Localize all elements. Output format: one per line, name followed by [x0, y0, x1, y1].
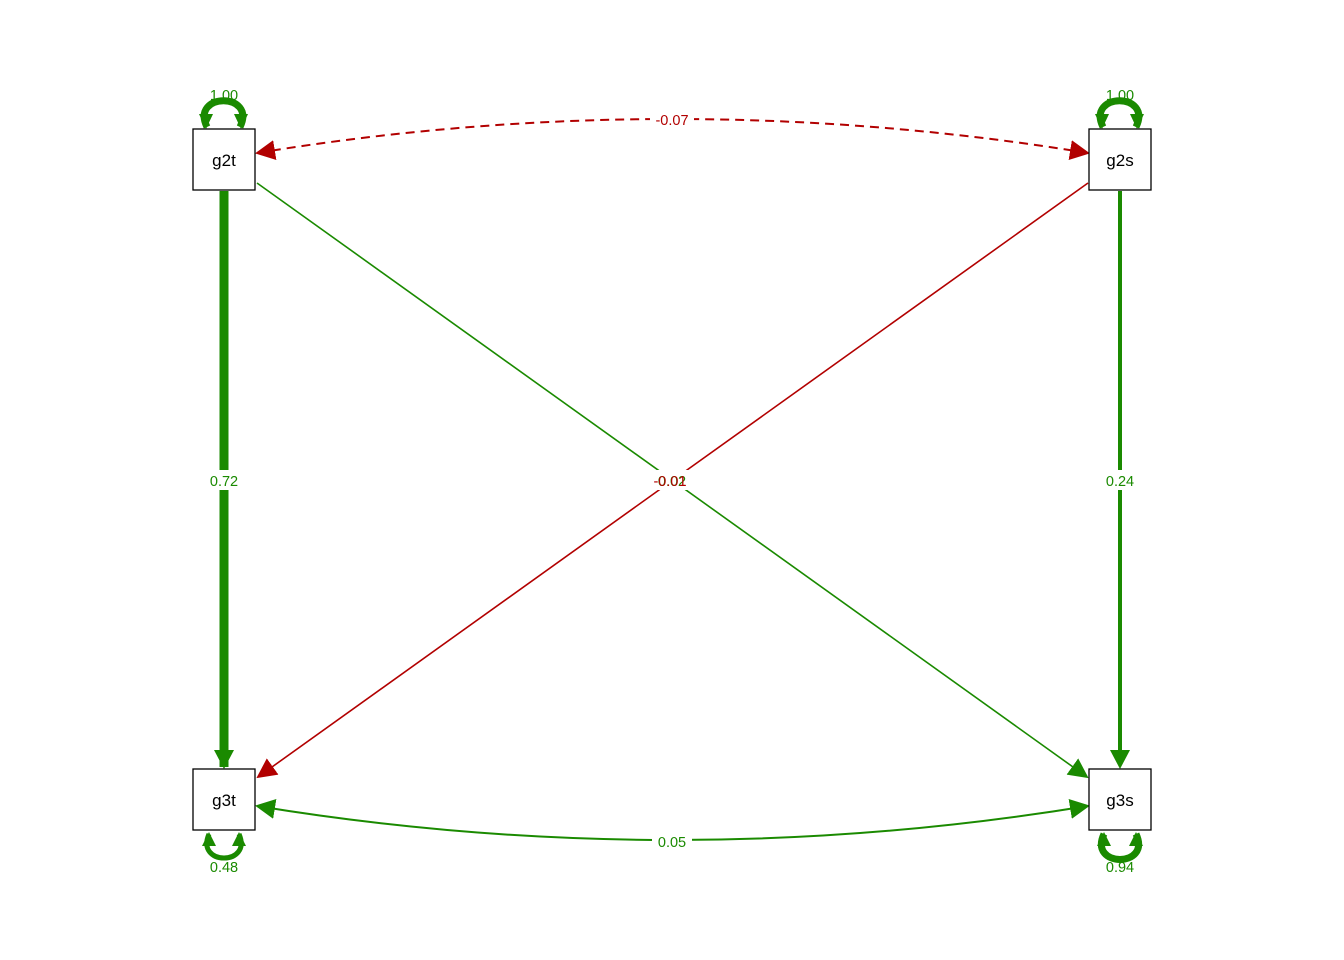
variance-g3t-label: 0.48 [210, 860, 238, 876]
label-bg [203, 470, 245, 490]
label-bg [650, 110, 694, 130]
arrowhead [1129, 832, 1143, 846]
path-g2s-to-g3s-label: 0.24 [1106, 474, 1134, 490]
node-g2s: g2s [1088, 128, 1152, 191]
label-bg [652, 470, 692, 490]
arrowhead [1110, 750, 1130, 769]
node-label: g3t [212, 791, 236, 810]
path-g2s-to-g3t-label: -0.01 [653, 474, 686, 490]
path-g2t-to-g3s-label: 0.02 [658, 474, 686, 490]
arrowhead [1097, 832, 1111, 846]
arrowhead [214, 750, 234, 769]
variance-loop-g2t [200, 97, 247, 129]
node-box [1088, 768, 1152, 831]
arrowhead [234, 114, 248, 129]
node-label: g2t [212, 151, 236, 170]
arrowhead [1130, 114, 1144, 129]
path-g2t-to-g3t-label: 0.72 [210, 474, 238, 490]
node-box [1088, 128, 1152, 191]
variance-g3s-label: 0.94 [1106, 860, 1134, 876]
node-label: g2s [1106, 151, 1133, 170]
node-g2t: g2t [192, 128, 256, 191]
variance-loop-g2s [1096, 97, 1143, 129]
label-bg [1099, 470, 1141, 490]
node-box [192, 128, 256, 191]
variance-loop-g3s [1098, 832, 1142, 863]
arrowhead [232, 832, 246, 846]
label-bg [652, 832, 692, 852]
node-label: g3s [1106, 791, 1133, 810]
covariance-g2t-g2s-label: -0.07 [655, 113, 688, 129]
node-box [192, 768, 256, 831]
variance-g2t-label: 1.00 [210, 88, 238, 104]
covariance-g3t-g3s-label: 0.05 [658, 835, 686, 851]
node-g3s: g3s [1088, 768, 1152, 831]
arrowhead [199, 114, 213, 129]
node-g3t: g3t [192, 768, 256, 831]
covariance-g2t-g2s [255, 118, 1090, 160]
arrowhead [202, 832, 216, 846]
arrowhead [1095, 114, 1109, 129]
variance-g2s-label: 1.00 [1106, 88, 1134, 104]
